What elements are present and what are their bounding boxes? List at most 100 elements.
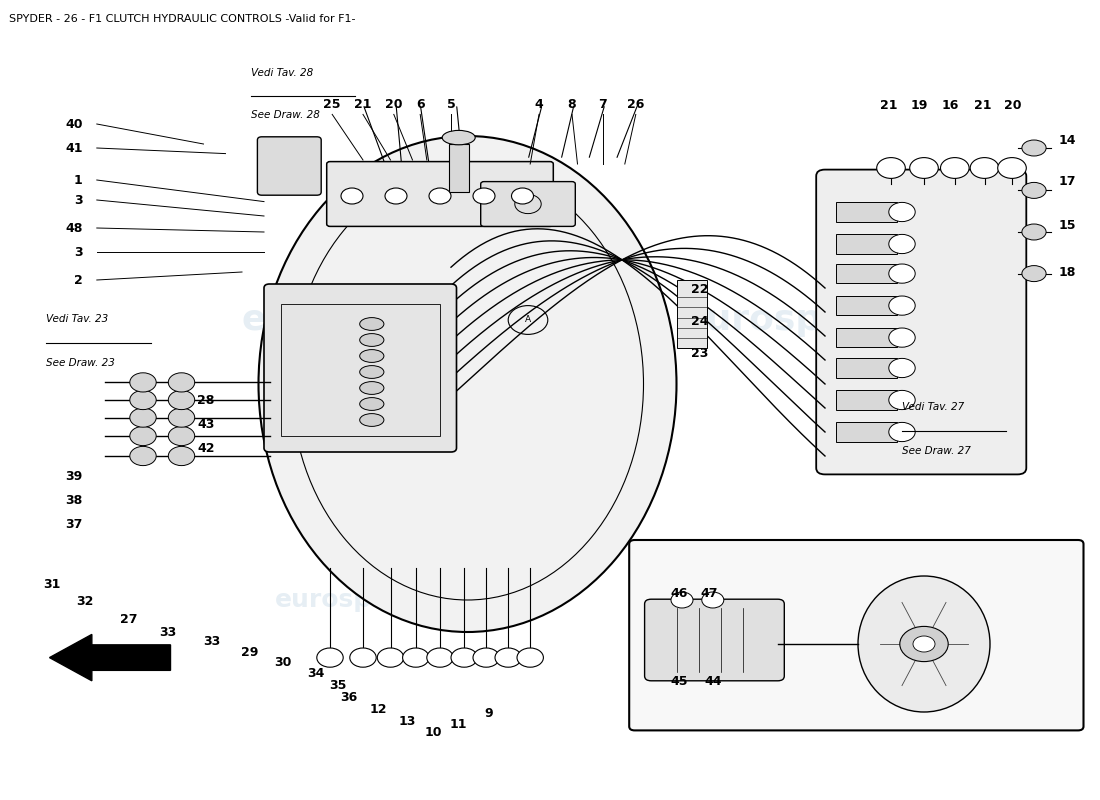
Bar bbox=[836, 390, 896, 410]
Circle shape bbox=[889, 328, 915, 347]
Text: 32: 32 bbox=[76, 595, 94, 608]
Text: 20: 20 bbox=[385, 98, 403, 110]
Circle shape bbox=[341, 188, 363, 204]
Circle shape bbox=[168, 408, 195, 427]
Circle shape bbox=[451, 648, 477, 667]
Text: 31: 31 bbox=[43, 578, 60, 590]
Text: 35: 35 bbox=[329, 679, 346, 692]
Text: 8: 8 bbox=[568, 98, 576, 110]
Circle shape bbox=[168, 390, 195, 410]
Text: 24: 24 bbox=[691, 315, 708, 328]
Text: 3: 3 bbox=[74, 246, 82, 258]
Circle shape bbox=[900, 626, 948, 662]
FancyBboxPatch shape bbox=[816, 170, 1026, 474]
Circle shape bbox=[130, 408, 156, 427]
Bar bbox=[836, 202, 896, 222]
Circle shape bbox=[168, 373, 195, 392]
Text: 10: 10 bbox=[425, 726, 442, 738]
Bar bbox=[836, 296, 896, 315]
Circle shape bbox=[130, 390, 156, 410]
Circle shape bbox=[998, 158, 1026, 178]
Ellipse shape bbox=[360, 318, 384, 330]
Text: 18: 18 bbox=[1058, 266, 1076, 278]
Bar bbox=[836, 234, 896, 254]
Bar bbox=[449, 144, 469, 192]
Circle shape bbox=[130, 426, 156, 446]
Ellipse shape bbox=[360, 350, 384, 362]
Text: 22: 22 bbox=[691, 283, 708, 296]
Text: 29: 29 bbox=[241, 646, 258, 658]
Text: 19: 19 bbox=[911, 99, 928, 112]
Circle shape bbox=[427, 648, 453, 667]
Circle shape bbox=[429, 188, 451, 204]
Ellipse shape bbox=[1022, 140, 1046, 156]
Text: 12: 12 bbox=[370, 703, 387, 716]
Text: See Draw. 23: See Draw. 23 bbox=[46, 358, 116, 368]
Bar bbox=[836, 264, 896, 283]
Ellipse shape bbox=[442, 130, 475, 145]
Ellipse shape bbox=[360, 398, 384, 410]
Text: 2: 2 bbox=[74, 274, 82, 286]
Text: 41: 41 bbox=[65, 142, 82, 154]
Circle shape bbox=[910, 158, 938, 178]
Text: 39: 39 bbox=[65, 470, 82, 482]
Circle shape bbox=[473, 188, 495, 204]
FancyBboxPatch shape bbox=[481, 182, 575, 226]
Text: 21: 21 bbox=[880, 99, 898, 112]
Circle shape bbox=[385, 188, 407, 204]
Circle shape bbox=[377, 648, 404, 667]
Text: Vedi Tav. 27: Vedi Tav. 27 bbox=[902, 402, 965, 412]
FancyBboxPatch shape bbox=[327, 162, 553, 226]
Text: 43: 43 bbox=[197, 418, 215, 430]
Text: 21: 21 bbox=[354, 98, 372, 110]
Circle shape bbox=[168, 426, 195, 446]
Text: 38: 38 bbox=[65, 494, 82, 506]
Bar bbox=[676, 280, 707, 348]
Text: 33: 33 bbox=[158, 626, 176, 638]
Ellipse shape bbox=[360, 334, 384, 346]
Text: 33: 33 bbox=[202, 635, 220, 648]
Text: 13: 13 bbox=[398, 715, 416, 728]
Text: 1: 1 bbox=[74, 174, 82, 186]
Text: A: A bbox=[525, 315, 531, 325]
Circle shape bbox=[889, 234, 915, 254]
Text: 36: 36 bbox=[340, 691, 358, 704]
Circle shape bbox=[702, 592, 724, 608]
Text: 5: 5 bbox=[447, 98, 455, 110]
Text: 30: 30 bbox=[274, 656, 292, 669]
Ellipse shape bbox=[360, 382, 384, 394]
Text: eurosparts: eurosparts bbox=[275, 588, 429, 612]
Circle shape bbox=[495, 648, 521, 667]
Ellipse shape bbox=[1022, 224, 1046, 240]
Circle shape bbox=[671, 592, 693, 608]
Bar bbox=[836, 422, 896, 442]
Ellipse shape bbox=[360, 366, 384, 378]
Text: SPYDER - 26 - F1 CLUTCH HYDRAULIC CONTROLS -Valid for F1-: SPYDER - 26 - F1 CLUTCH HYDRAULIC CONTRO… bbox=[9, 14, 355, 24]
Text: 44: 44 bbox=[704, 675, 722, 688]
Circle shape bbox=[889, 264, 915, 283]
Text: eurosparts: eurosparts bbox=[241, 303, 463, 337]
Text: 37: 37 bbox=[65, 518, 82, 530]
Circle shape bbox=[889, 422, 915, 442]
Circle shape bbox=[512, 188, 534, 204]
Circle shape bbox=[877, 158, 905, 178]
Text: 28: 28 bbox=[197, 394, 215, 406]
Text: 47: 47 bbox=[701, 587, 718, 600]
Text: Vedi Tav. 28: Vedi Tav. 28 bbox=[251, 68, 314, 78]
Circle shape bbox=[970, 158, 999, 178]
Text: 40: 40 bbox=[65, 118, 82, 130]
Text: 21: 21 bbox=[974, 99, 991, 112]
Text: 14: 14 bbox=[1058, 134, 1076, 146]
Circle shape bbox=[317, 648, 343, 667]
Text: 23: 23 bbox=[691, 347, 708, 360]
Text: See Draw. 28: See Draw. 28 bbox=[251, 110, 320, 120]
Ellipse shape bbox=[360, 414, 384, 426]
Text: 16: 16 bbox=[942, 99, 959, 112]
Circle shape bbox=[130, 446, 156, 466]
Text: Vedi Tav. 23: Vedi Tav. 23 bbox=[46, 314, 109, 324]
Text: 6: 6 bbox=[416, 98, 425, 110]
Circle shape bbox=[403, 648, 429, 667]
Bar bbox=[280, 304, 440, 436]
FancyArrow shape bbox=[50, 634, 170, 681]
Text: 34: 34 bbox=[307, 667, 324, 680]
